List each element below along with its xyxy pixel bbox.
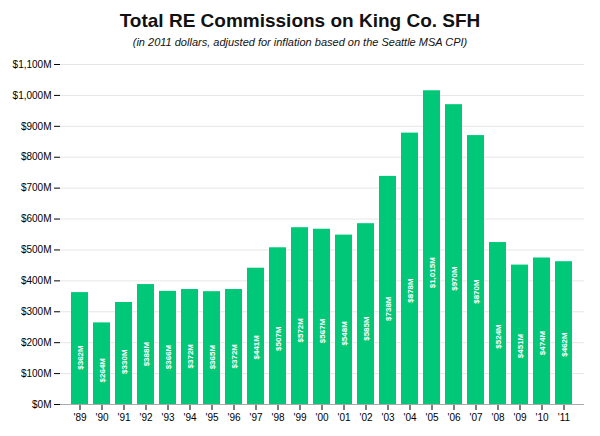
- svg-text:'90: '90: [95, 412, 108, 423]
- svg-text:$507M: $507M: [274, 326, 283, 351]
- svg-text:'94: '94: [183, 412, 196, 423]
- svg-text:$585M: $585M: [362, 316, 371, 341]
- svg-text:'99: '99: [293, 412, 306, 423]
- svg-text:'06: '06: [447, 412, 460, 423]
- svg-text:$878M: $878M: [406, 278, 415, 303]
- svg-text:$600M: $600M: [21, 213, 52, 224]
- svg-text:'97: '97: [249, 412, 262, 423]
- svg-text:$870M: $870M: [472, 279, 481, 304]
- svg-text:$200M: $200M: [21, 337, 52, 348]
- svg-text:$372M: $372M: [230, 344, 239, 369]
- svg-text:$400M: $400M: [21, 275, 52, 286]
- svg-text:'02: '02: [359, 412, 372, 423]
- svg-text:$1,000M: $1,000M: [13, 90, 52, 101]
- svg-text:$524M: $524M: [494, 324, 503, 349]
- svg-text:'07: '07: [469, 412, 482, 423]
- svg-text:$388M: $388M: [142, 342, 151, 367]
- svg-text:'09: '09: [513, 412, 526, 423]
- html-text:(in 2011 dollars, adjusted for: (in 2011 dollars, adjusted for inflation…: [132, 36, 468, 48]
- svg-text:$700M: $700M: [21, 182, 52, 193]
- svg-text:$366M: $366M: [164, 344, 173, 369]
- svg-text:$451M: $451M: [516, 333, 525, 358]
- svg-text:$441M: $441M: [252, 335, 261, 360]
- svg-text:$1,100M: $1,100M: [13, 59, 52, 70]
- svg-text:$970M: $970M: [450, 266, 459, 291]
- svg-text:'96: '96: [227, 412, 240, 423]
- svg-text:'95: '95: [205, 412, 218, 423]
- svg-text:$738M: $738M: [384, 296, 393, 321]
- svg-text:'98: '98: [271, 412, 284, 423]
- svg-text:$474M: $474M: [538, 330, 547, 355]
- svg-text:$264M: $264M: [98, 358, 107, 383]
- svg-text:$300M: $300M: [21, 306, 52, 317]
- svg-text:$365M: $365M: [208, 345, 217, 370]
- svg-text:'08: '08: [491, 412, 504, 423]
- svg-text:$462M: $462M: [560, 332, 569, 357]
- svg-text:'10: '10: [535, 412, 548, 423]
- html-text:Total RE Commissions on King C: Total RE Commissions on King Co. SFH: [119, 10, 481, 31]
- svg-text:$500M: $500M: [21, 244, 52, 255]
- svg-text:'04: '04: [403, 412, 416, 423]
- svg-text:$900M: $900M: [21, 121, 52, 132]
- svg-text:'91: '91: [117, 412, 130, 423]
- svg-text:$362M: $362M: [76, 345, 85, 370]
- svg-text:$100M: $100M: [21, 368, 52, 379]
- svg-text:$372M: $372M: [186, 344, 195, 369]
- svg-text:$800M: $800M: [21, 151, 52, 162]
- svg-text:$548M: $548M: [340, 321, 349, 346]
- svg-text:$1,015M: $1,015M: [428, 257, 437, 288]
- svg-text:'92: '92: [139, 412, 152, 423]
- svg-text:$330M: $330M: [120, 349, 129, 374]
- svg-text:'93: '93: [161, 412, 174, 423]
- svg-text:$0M: $0M: [32, 399, 51, 410]
- svg-text:'03: '03: [381, 412, 394, 423]
- svg-text:'00: '00: [315, 412, 328, 423]
- svg-text:$567M: $567M: [318, 318, 327, 343]
- svg-text:'01: '01: [337, 412, 350, 423]
- svg-text:'11: '11: [558, 412, 571, 423]
- svg-text:'05: '05: [425, 412, 438, 423]
- svg-text:'89: '89: [73, 412, 86, 423]
- svg-text:$572M: $572M: [296, 318, 305, 343]
